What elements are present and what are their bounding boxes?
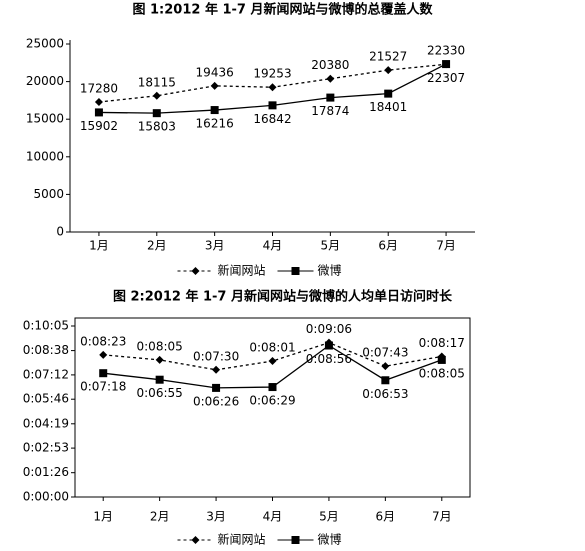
x-tick-label: 4月 [263, 510, 283, 524]
point [268, 83, 277, 92]
point [212, 365, 221, 374]
legend-marker [291, 536, 300, 544]
data-label: 0:06:55 [137, 386, 183, 400]
y-tick-label: 0:08:38 [23, 343, 69, 357]
x-tick-label: 3月 [206, 510, 226, 524]
data-label: 21527 [369, 50, 407, 64]
x-tick-label: 4月 [263, 239, 283, 253]
point [326, 74, 335, 83]
y-tick-label: 0:01:26 [23, 465, 69, 479]
data-label: 0:08:01 [249, 341, 295, 355]
data-label: 0:08:17 [419, 336, 465, 350]
x-tick-label: 7月 [436, 239, 456, 253]
point [210, 106, 219, 115]
data-label: 0:08:05 [137, 339, 183, 353]
y-tick-label: 0:04:19 [23, 416, 69, 430]
y-tick-label: 10000 [26, 149, 64, 163]
x-tick-label: 7月 [432, 510, 452, 524]
chart-title: 图 2:2012 年 1-7 月新闻网站与微博的人均单日访问时长 [113, 289, 453, 305]
point [99, 350, 108, 359]
x-tick-label: 2月 [150, 510, 170, 524]
point [324, 341, 333, 350]
y-tick-label: 25000 [26, 37, 64, 51]
point [94, 98, 103, 107]
data-label: 0:07:43 [362, 346, 408, 360]
point [384, 66, 393, 75]
point [268, 357, 277, 366]
point [212, 383, 221, 392]
data-label: 19253 [253, 67, 291, 81]
y-tick-label: 0:10:05 [23, 319, 69, 333]
point [210, 81, 219, 90]
data-label: 0:07:18 [80, 380, 126, 394]
point [268, 383, 277, 392]
point [155, 375, 164, 384]
point [155, 355, 164, 364]
legend-label: 新闻网站 [218, 532, 266, 547]
x-tick-label: 2月 [147, 239, 167, 253]
legend-label: 新闻网站 [218, 263, 266, 278]
point [381, 376, 390, 385]
y-tick-label: 0:07:12 [23, 367, 69, 381]
y-tick-label: 5000 [33, 187, 64, 201]
data-label: 0:08:56 [306, 352, 352, 366]
data-label: 0:08:05 [419, 366, 465, 380]
y-tick-label: 20000 [26, 74, 64, 88]
y-tick-label: 15000 [26, 112, 64, 126]
point [381, 362, 390, 371]
point [268, 101, 277, 110]
data-label: 0:06:53 [362, 387, 408, 401]
data-label: 0:09:06 [306, 322, 352, 336]
data-label: 0:07:30 [193, 349, 239, 363]
legend-label: 微博 [318, 532, 342, 547]
point [437, 355, 446, 364]
data-label: 19436 [196, 65, 234, 79]
legend-marker [191, 267, 200, 275]
chart-title: 图 1:2012 年 1-7 月新闻网站与微博的总覆盖人数 [132, 2, 433, 18]
legend-marker [291, 267, 300, 275]
y-tick-label: 0:02:53 [23, 441, 69, 455]
data-label: 18115 [138, 75, 176, 89]
data-label: 0:08:23 [80, 334, 126, 348]
point [99, 369, 108, 378]
x-tick-label: 1月 [89, 239, 109, 253]
x-tick-label: 1月 [93, 510, 113, 524]
y-tick-label: 0 [56, 225, 64, 239]
x-tick-label: 3月 [205, 239, 225, 253]
point [94, 108, 103, 117]
y-tick-label: 0:05:46 [23, 392, 69, 406]
data-label: 22330 [427, 44, 465, 58]
data-label: 16216 [196, 117, 234, 131]
data-label: 15803 [138, 120, 176, 134]
data-label: 17280 [80, 82, 118, 96]
x-tick-label: 6月 [378, 239, 398, 253]
data-label: 16842 [253, 112, 291, 126]
point [442, 60, 451, 69]
point [326, 93, 335, 102]
x-tick-label: 5月 [321, 239, 341, 253]
point [152, 109, 161, 118]
data-label: 17874 [311, 104, 349, 118]
y-tick-label: 0:00:00 [23, 490, 69, 504]
data-label: 15902 [80, 119, 118, 133]
data-label: 22307 [427, 71, 465, 85]
x-tick-label: 5月 [319, 510, 339, 524]
point [152, 91, 161, 100]
data-label: 0:06:26 [193, 394, 239, 408]
data-label: 18401 [369, 100, 407, 114]
x-tick-label: 6月 [376, 510, 396, 524]
data-label: 20380 [311, 58, 349, 72]
point [384, 89, 393, 98]
data-label: 0:06:29 [249, 394, 295, 408]
legend-label: 微博 [318, 263, 342, 278]
legend-marker [191, 536, 200, 544]
